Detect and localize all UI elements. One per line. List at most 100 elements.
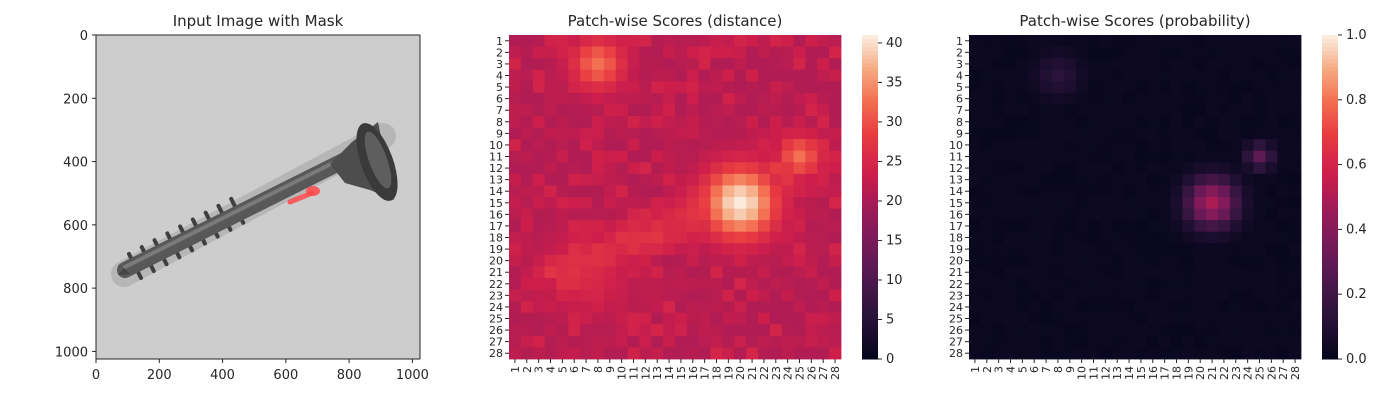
heatmap-cell: [1241, 69, 1254, 82]
heatmap-cell: [1135, 162, 1148, 175]
x-tick-label: 18: [711, 366, 724, 380]
colorbar-segment: [862, 152, 878, 157]
colorbar: 0.00.20.40.60.81.0: [1322, 28, 1367, 367]
heatmap-cell: [710, 243, 723, 256]
heatmap-cell: [710, 324, 723, 337]
heatmap-cell: [1170, 324, 1183, 337]
heatmap-cell: [698, 254, 711, 267]
colorbar-segment: [1322, 192, 1338, 198]
colorbar-segment: [862, 346, 878, 352]
colorbar-segment: [1322, 298, 1338, 303]
heatmap-cell: [698, 347, 711, 360]
heatmap-cell: [627, 139, 640, 152]
heatmap-cell: [1265, 139, 1278, 152]
colorbar-segment: [1322, 354, 1338, 360]
heatmap-cell: [1123, 139, 1136, 152]
heatmap-cell: [1253, 278, 1266, 290]
heatmap-cell: [1170, 104, 1183, 117]
heatmap-cell: [781, 69, 794, 82]
heatmap-cell: [1087, 173, 1100, 186]
heatmap-cell: [1229, 185, 1243, 198]
colorbar-segment: [1322, 91, 1338, 97]
heatmap-cell: [1087, 208, 1100, 221]
heatmap-cell: [758, 289, 771, 302]
heatmap-cell: [1123, 69, 1136, 82]
heatmap-cell: [1146, 289, 1160, 302]
heatmap-cell: [1004, 266, 1017, 279]
heatmap-cell: [627, 81, 640, 94]
colorbar-segment: [862, 209, 878, 214]
heatmap-cell: [829, 243, 842, 256]
heatmap-cell: [781, 208, 794, 221]
heatmap-cell: [1028, 35, 1041, 47]
heatmap-cell: [580, 301, 593, 314]
heatmap-cell: [603, 266, 617, 279]
heatmap-cell: [1111, 162, 1124, 175]
heatmap-cell: [710, 220, 723, 233]
heatmap-cell: [1016, 162, 1029, 175]
heatmap-cell: [627, 289, 640, 302]
y-tick-label: 24: [949, 301, 963, 314]
heatmap-cell: [592, 347, 605, 360]
heatmap-cell: [603, 69, 617, 82]
heatmap-cell: [722, 150, 735, 163]
heatmap-cell: [675, 278, 688, 290]
heatmap-cell: [781, 116, 794, 128]
heatmap-cell: [1111, 220, 1124, 233]
heatmap-cell: [781, 58, 794, 71]
heatmap-cell: [698, 243, 711, 256]
y-tick-label: 25: [949, 313, 963, 326]
heatmap-cell: [663, 35, 676, 47]
x-tick-label: 18: [1171, 366, 1184, 380]
colorbar-segment: [1322, 318, 1338, 324]
colorbar-tick-label: 10: [886, 273, 903, 288]
heatmap-cell: [1229, 139, 1243, 152]
heatmap-cell: [1028, 127, 1041, 140]
heatmap-cell: [1123, 81, 1136, 94]
heatmap-cell: [734, 162, 747, 175]
heatmap-cell: [1229, 231, 1243, 244]
colorbar-segment: [862, 201, 878, 206]
heatmap-cell: [1146, 150, 1160, 163]
colorbar-segment: [1322, 152, 1338, 157]
heatmap-cell: [969, 173, 982, 186]
heatmap-cell: [992, 150, 1005, 163]
heatmap-cell: [1182, 347, 1195, 360]
heatmap-cell: [639, 58, 652, 71]
heatmap-cell: [603, 173, 617, 186]
heatmap-cell: [1111, 150, 1124, 163]
colorbar-segment: [862, 249, 878, 255]
heatmap-cell: [746, 278, 759, 290]
heatmap-cell: [663, 173, 676, 186]
heatmap-cell: [686, 162, 700, 175]
heatmap-cell: [1075, 278, 1088, 290]
heatmap-cell: [627, 312, 640, 325]
colorbar-segment: [1322, 302, 1338, 307]
heatmap-cell: [758, 197, 771, 209]
heatmap-cell: [992, 289, 1005, 302]
heatmap-cell: [1206, 104, 1219, 117]
heatmap-cell: [722, 185, 735, 198]
heatmap-cell: [568, 197, 581, 209]
heatmap-cell: [509, 127, 522, 140]
heatmap-cell: [1182, 254, 1195, 267]
panel-title: Patch-wise Scores (distance): [568, 12, 783, 30]
heatmap-cell: [1063, 92, 1077, 105]
heatmap-cell: [1099, 185, 1112, 198]
heatmap-cell: [1194, 35, 1207, 47]
heatmap-cell: [520, 266, 534, 279]
colorbar-segment: [862, 132, 878, 137]
heatmap-cell: [734, 46, 747, 59]
heatmap-cell: [615, 104, 628, 117]
heatmap-cell: [1146, 162, 1160, 175]
heatmap-cell: [1218, 243, 1231, 256]
x-tick-label: 2: [981, 366, 994, 373]
heatmap-cell: [698, 335, 711, 348]
heatmap-cell: [1123, 289, 1136, 302]
heatmap-cell: [1040, 289, 1053, 302]
heatmap-cell: [651, 92, 664, 105]
heatmap-cell: [793, 266, 806, 279]
heatmap-cell: [627, 254, 640, 267]
heatmap-cell: [1229, 312, 1243, 325]
